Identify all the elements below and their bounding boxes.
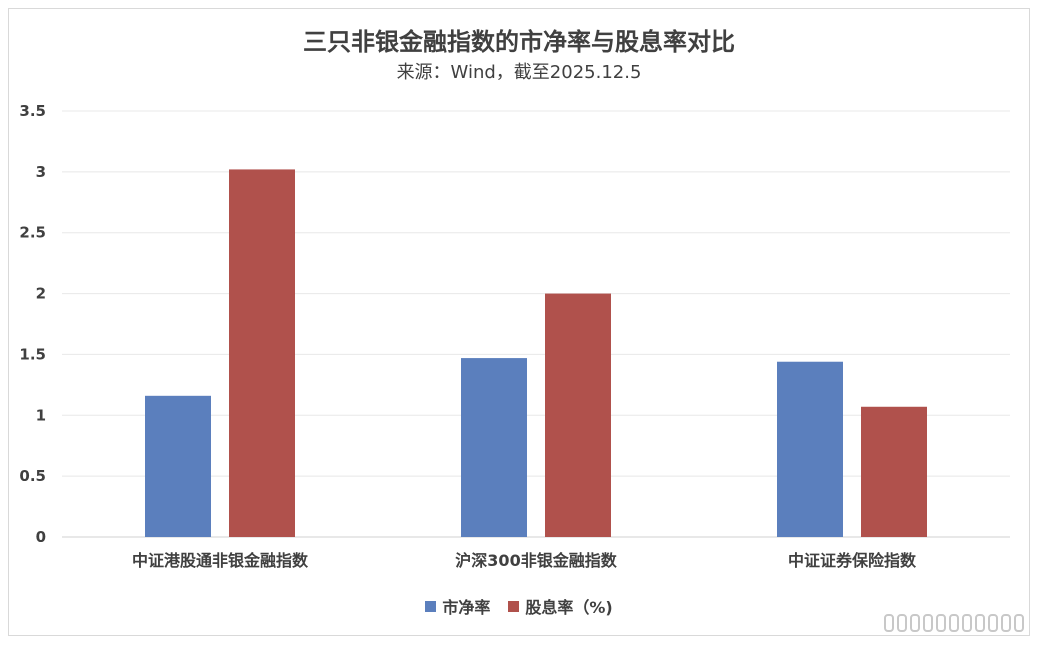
legend-swatch-series-1 xyxy=(425,600,437,612)
chart-title: 三只非银金融指数的市净率与股息率对比 xyxy=(303,28,735,56)
legend-swatch-series-2 xyxy=(508,600,520,612)
bars xyxy=(145,169,927,537)
y-tick-label: 2.5 xyxy=(19,224,46,242)
bar-series-2 xyxy=(545,293,611,537)
chart-subtitle: 来源：Wind，截至2025.12.5 xyxy=(396,62,642,83)
bar-series-1 xyxy=(777,361,843,537)
bar-series-1 xyxy=(461,358,527,537)
y-tick-label: 0 xyxy=(36,528,46,546)
legend-label-series-2: 股息率（%) xyxy=(525,598,613,617)
x-category-label: 中证港股通非银金融指数 xyxy=(132,551,309,570)
x-category-label: 沪深300非银金融指数 xyxy=(455,551,617,570)
legend-item-series-2: 股息率（%) xyxy=(508,594,613,618)
bar-series-1 xyxy=(145,395,211,537)
y-tick-label: 1.5 xyxy=(19,345,46,363)
y-tick-label: 3 xyxy=(36,163,46,181)
bar-series-2 xyxy=(861,406,927,537)
y-axis-ticks: 0 0.5 1 1.5 2 2.5 3 3.5 xyxy=(19,102,46,546)
x-axis-categories: 中证港股通非银金融指数 沪深300非银金融指数 中证证券保险指数 xyxy=(132,551,917,570)
gridlines xyxy=(62,110,1010,538)
y-tick-label: 2 xyxy=(36,285,46,303)
legend-label-series-1: 市净率 xyxy=(442,598,491,617)
legend-item-series-1: 市净率 xyxy=(425,594,490,618)
y-tick-label: 0.5 xyxy=(19,467,46,485)
legend: 市净率 股息率（%) xyxy=(0,594,1038,618)
watermark-logo xyxy=(804,612,1024,634)
bar-series-2 xyxy=(229,169,295,537)
y-tick-label: 3.5 xyxy=(19,102,46,120)
x-category-label: 中证证券保险指数 xyxy=(788,551,917,570)
y-tick-label: 1 xyxy=(36,406,46,424)
